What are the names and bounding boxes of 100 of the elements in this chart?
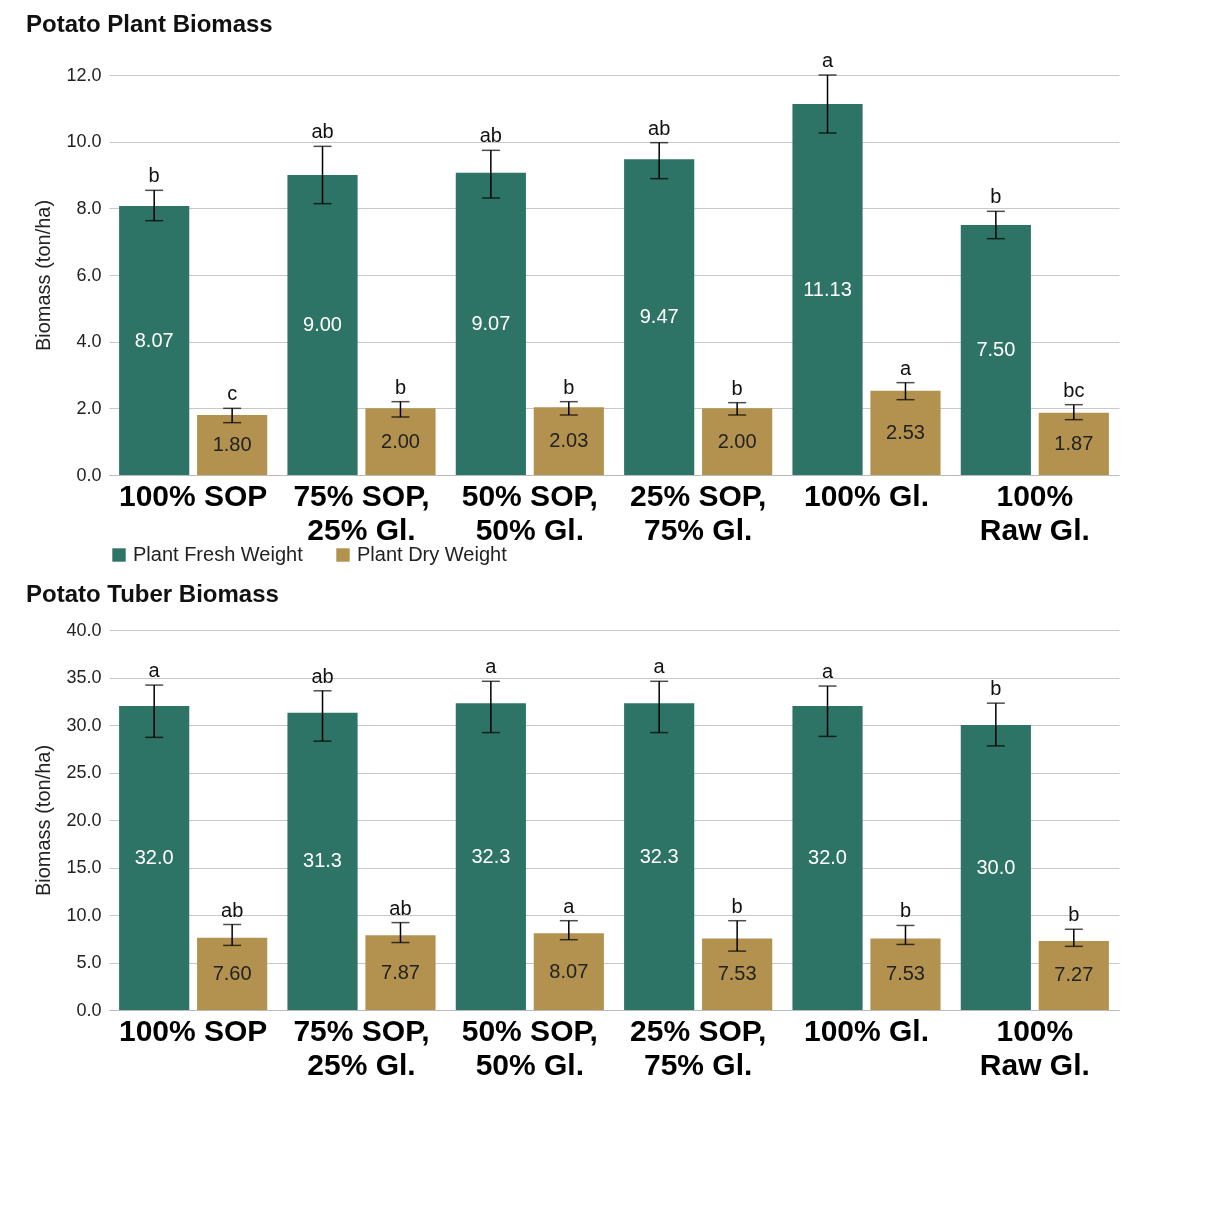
annotation: a — [148, 659, 161, 682]
bar — [365, 408, 436, 475]
annotation: b — [563, 375, 575, 398]
annotation: ab — [311, 120, 334, 143]
y-tick-label: 10.0 — [66, 904, 102, 925]
data-label: 32.0 — [808, 846, 847, 868]
bar — [533, 933, 604, 1010]
annotation: ab — [389, 896, 412, 919]
x-tick-label: 100% SOP — [118, 478, 268, 512]
y-tick-label: 15.0 — [66, 857, 102, 877]
data-label: 1.87 — [1054, 431, 1094, 454]
data-label: 7.53 — [717, 962, 757, 985]
y-tick-label: 30.0 — [66, 714, 102, 735]
data-label: 32.0 — [134, 846, 174, 868]
annotation: c — [227, 382, 238, 405]
data-label: 9.47 — [639, 305, 679, 328]
bar — [365, 935, 436, 1010]
data-label: 7.50 — [976, 338, 1016, 360]
y-axis-title: Biomass (ton/ha) — [32, 199, 55, 352]
annotation: ab — [648, 116, 671, 139]
x-tick-label: 25% SOP, 75% Gl. — [630, 1013, 767, 1081]
annotation: ab — [221, 898, 244, 921]
annotation: b — [899, 899, 912, 922]
bar — [702, 938, 773, 1010]
y-axis-title: Biomass (ton/ha) — [32, 744, 55, 897]
bar — [287, 712, 358, 1010]
y-tick-label: 0.0 — [76, 464, 102, 485]
bar — [533, 407, 604, 475]
bar — [702, 408, 773, 475]
x-tick-label: 100% Gl. — [803, 478, 930, 512]
data-label: 9.07 — [471, 311, 511, 334]
y-tick-label: 10.0 — [66, 131, 102, 152]
chart-title: Potato Plant Biomass — [25, 10, 273, 37]
bar — [455, 172, 526, 475]
y-tick-label: 4.0 — [76, 331, 102, 352]
y-tick-label: 2.0 — [76, 397, 102, 418]
annotation: b — [990, 185, 1002, 208]
data-label: 8.07 — [549, 959, 589, 982]
data-label: 7.60 — [212, 961, 252, 984]
data-label: 1.80 — [212, 433, 252, 455]
annotation: ab — [479, 124, 502, 147]
annotation: bc — [1063, 378, 1085, 401]
y-tick-label: 0.0 — [76, 999, 102, 1020]
x-tick-label: 100% Raw Gl. — [979, 1013, 1090, 1081]
y-tick-label: 8.0 — [76, 197, 102, 218]
data-label: 7.53 — [886, 962, 925, 985]
bar — [960, 725, 1031, 1010]
bar — [960, 225, 1031, 475]
annotation: b — [394, 375, 407, 398]
bar — [1038, 412, 1109, 475]
data-label: 2.53 — [886, 420, 925, 443]
x-tick-label: 50% SOP, 50% Gl. — [461, 1013, 598, 1081]
bar — [287, 175, 358, 475]
x-tick-label: 100% Gl. — [803, 1013, 930, 1047]
x-tick-label: 100% Raw Gl. — [979, 478, 1090, 546]
x-tick-label: 25% SOP, 75% Gl. — [630, 478, 767, 546]
data-label: 11.13 — [803, 277, 852, 300]
x-tick-label: 100% SOP — [118, 1013, 268, 1047]
annotation: b — [990, 677, 1002, 700]
data-label: 32.3 — [639, 844, 679, 867]
legend-label: Plant Dry Weight — [357, 543, 508, 565]
bar — [455, 703, 526, 1010]
data-label: 32.3 — [471, 844, 511, 867]
x-tick-label: 75% SOP, 25% Gl. — [293, 1013, 430, 1081]
text: a — [821, 49, 834, 71]
annotation: ab — [311, 664, 334, 687]
chart-title: Potato Tuber Biomass — [25, 580, 279, 607]
y-tick-label: 5.0 — [76, 952, 102, 972]
annotation: b — [731, 376, 743, 399]
bar — [119, 706, 190, 1010]
data-label: 8.07 — [134, 328, 174, 351]
annotation: a — [653, 655, 666, 678]
x-tick-label: 50% SOP, 50% Gl. — [461, 478, 598, 546]
x-tick-label: 75% SOP, 25% Gl. — [293, 478, 430, 546]
legend-label: Plant Fresh Weight — [133, 543, 304, 565]
data-label: 2.00 — [381, 429, 420, 452]
annotation: a — [485, 655, 498, 678]
bar — [197, 415, 268, 475]
annotation: a — [899, 356, 912, 379]
annotation: a — [563, 894, 576, 917]
annotation: b — [1068, 903, 1080, 926]
data-label: 2.03 — [549, 429, 589, 452]
y-tick-label: 35.0 — [66, 667, 102, 687]
y-tick-label: 25.0 — [66, 762, 102, 782]
bar — [870, 938, 941, 1010]
data-label: 9.00 — [303, 313, 342, 335]
data-label: 7.87 — [381, 960, 420, 983]
y-tick-label: 40.0 — [66, 619, 102, 640]
annotation: b — [731, 894, 743, 917]
bar — [1038, 940, 1109, 1010]
data-label: 7.27 — [1054, 963, 1094, 986]
bar — [792, 706, 863, 1010]
bar — [624, 159, 695, 475]
annotation: a — [821, 660, 834, 683]
bar — [197, 937, 268, 1010]
data-label: 31.3 — [303, 849, 342, 872]
bar — [792, 104, 863, 475]
y-tick-label: 12.0 — [66, 64, 102, 85]
y-tick-label: 6.0 — [76, 264, 102, 285]
bar — [870, 390, 941, 475]
